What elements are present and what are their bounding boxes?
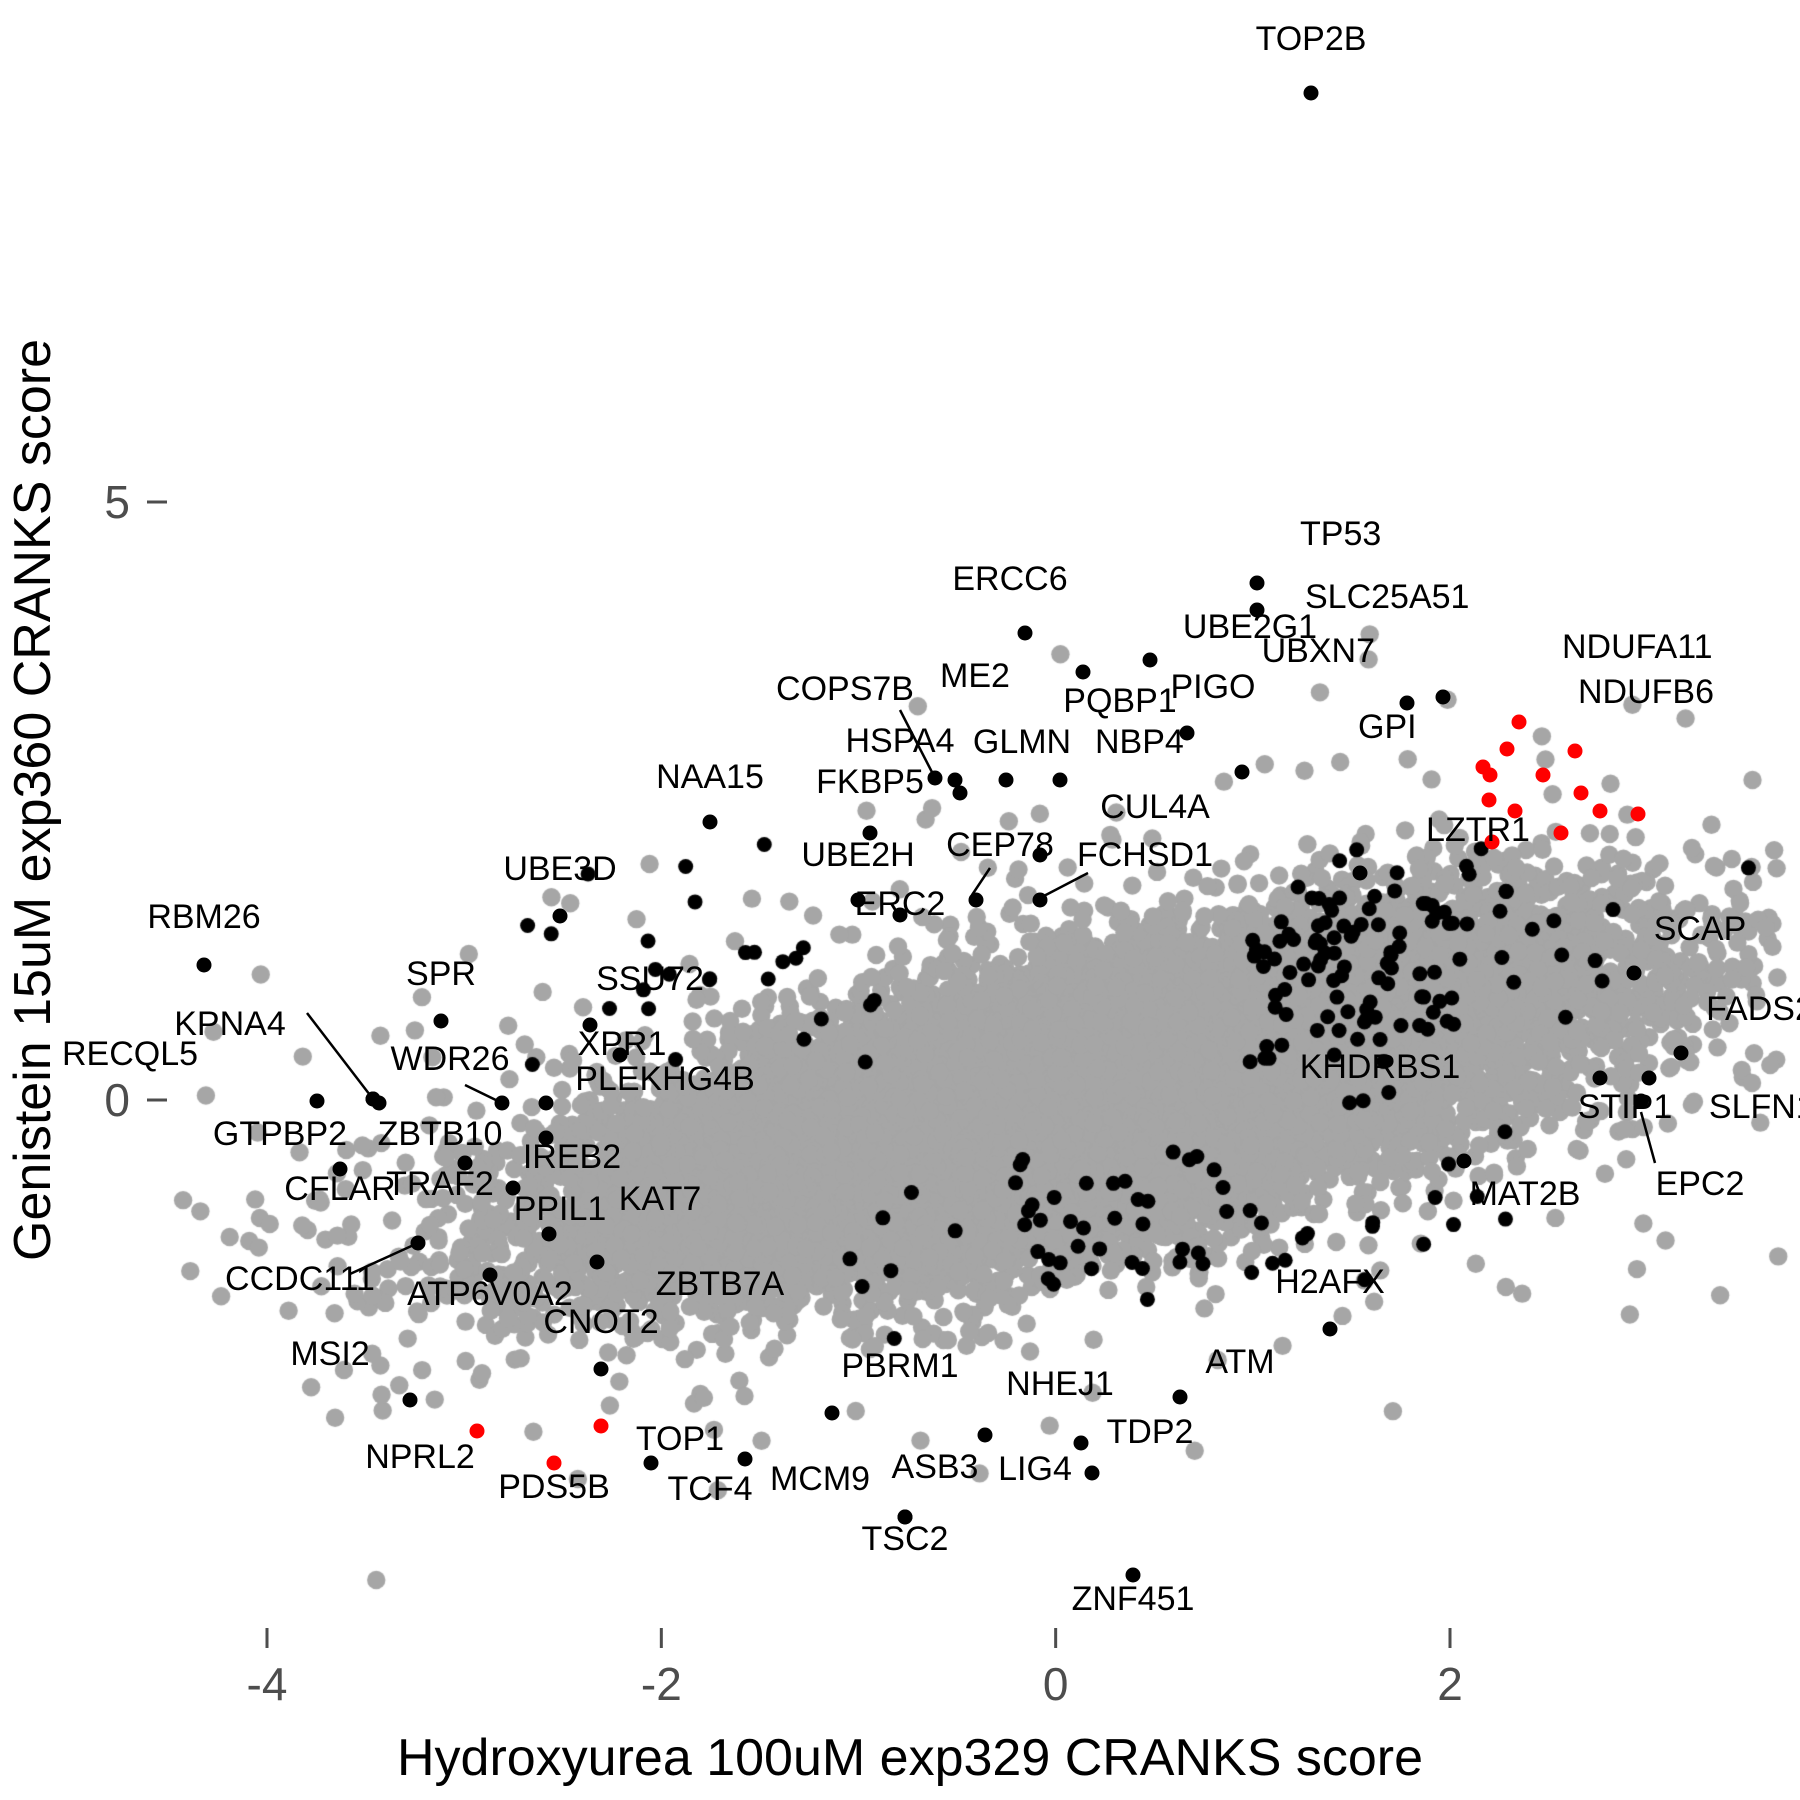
svg-text:MAT2B: MAT2B [1470, 1175, 1581, 1213]
svg-text:CUL4A: CUL4A [1100, 788, 1210, 826]
svg-text:NDUFA11: NDUFA11 [1562, 628, 1713, 666]
svg-text:-2: -2 [641, 1658, 682, 1710]
svg-text:SLC25A51: SLC25A51 [1305, 578, 1469, 616]
svg-text:ZBTB7A: ZBTB7A [656, 1265, 785, 1303]
svg-text:RBM26: RBM26 [147, 898, 260, 936]
svg-text:CEP78: CEP78 [946, 826, 1054, 864]
svg-text:NPRL2: NPRL2 [365, 1438, 475, 1476]
svg-text:ERC2: ERC2 [855, 885, 946, 923]
svg-text:SSU72: SSU72 [596, 960, 704, 998]
svg-text:KHDRBS1: KHDRBS1 [1300, 1048, 1461, 1086]
svg-text:PQBP1: PQBP1 [1063, 682, 1176, 720]
svg-text:ASB3: ASB3 [892, 1448, 979, 1486]
svg-text:IREB2: IREB2 [523, 1138, 621, 1176]
svg-text:TCF4: TCF4 [668, 1470, 753, 1508]
svg-text:LZTR1: LZTR1 [1426, 811, 1530, 849]
svg-text:-4: -4 [247, 1658, 288, 1710]
svg-text:STIP1: STIP1 [1578, 1088, 1672, 1126]
svg-text:SCAP: SCAP [1654, 910, 1747, 948]
svg-text:ATM: ATM [1205, 1343, 1274, 1381]
svg-text:SLFN11: SLFN11 [1709, 1088, 1800, 1126]
svg-text:H2AFX: H2AFX [1275, 1263, 1385, 1301]
svg-text:TOP1: TOP1 [636, 1420, 724, 1458]
svg-text:NHEJ1: NHEJ1 [1006, 1365, 1114, 1403]
svg-text:TSC2: TSC2 [862, 1520, 949, 1558]
svg-text:FADS2: FADS2 [1706, 990, 1800, 1028]
svg-text:PIGO: PIGO [1170, 668, 1255, 706]
svg-text:FKBP5: FKBP5 [816, 763, 924, 801]
svg-text:LIG4: LIG4 [998, 1450, 1072, 1488]
svg-text:UBE2H: UBE2H [801, 836, 914, 874]
svg-text:PDS5B: PDS5B [498, 1468, 610, 1506]
svg-text:ZNF451: ZNF451 [1072, 1580, 1195, 1618]
svg-text:5: 5 [104, 476, 130, 528]
svg-text:UBE2G1: UBE2G1 [1183, 608, 1317, 646]
svg-text:TRAF2: TRAF2 [386, 1165, 494, 1203]
svg-text:FCHSD1: FCHSD1 [1077, 836, 1213, 874]
svg-text:CCDC111: CCDC111 [225, 1260, 375, 1298]
svg-text:NDUFB6: NDUFB6 [1578, 673, 1714, 711]
svg-text:ZBTB10: ZBTB10 [378, 1115, 503, 1153]
svg-text:GTPBP2: GTPBP2 [213, 1115, 347, 1153]
svg-text:COPS7B: COPS7B [776, 670, 914, 708]
svg-text:PBRM1: PBRM1 [841, 1347, 958, 1385]
svg-text:MCM9: MCM9 [770, 1460, 870, 1498]
svg-text:ERCC6: ERCC6 [952, 560, 1067, 598]
svg-text:2: 2 [1437, 1658, 1463, 1710]
svg-text:TP53: TP53 [1300, 515, 1381, 553]
svg-text:Genistein 15uM exp360 CRANKS s: Genistein 15uM exp360 CRANKS score [4, 339, 62, 1261]
svg-text:GLMN: GLMN [973, 723, 1071, 761]
svg-text:SPR: SPR [406, 955, 476, 993]
svg-text:GPI: GPI [1358, 708, 1417, 746]
svg-text:NAA15: NAA15 [656, 758, 764, 796]
svg-text:0: 0 [104, 1074, 130, 1126]
svg-text:ME2: ME2 [940, 657, 1010, 695]
svg-text:PLEKHG4B: PLEKHG4B [575, 1060, 755, 1098]
svg-text:TDP2: TDP2 [1107, 1413, 1194, 1451]
svg-text:0: 0 [1043, 1658, 1069, 1710]
svg-text:WDR26: WDR26 [390, 1040, 509, 1078]
svg-text:RECQL5: RECQL5 [62, 1035, 198, 1073]
svg-text:UBE3D: UBE3D [503, 850, 616, 888]
svg-text:Hydroxyurea 100uM exp329 CRANK: Hydroxyurea 100uM exp329 CRANKS score [397, 1729, 1423, 1787]
svg-text:EPC2: EPC2 [1656, 1165, 1745, 1203]
svg-text:KAT7: KAT7 [619, 1180, 702, 1218]
svg-text:TOP2B: TOP2B [1256, 20, 1367, 58]
svg-text:CFLAR: CFLAR [284, 1170, 395, 1208]
svg-text:PPIL1: PPIL1 [514, 1190, 607, 1228]
svg-text:MSI2: MSI2 [290, 1335, 369, 1373]
svg-text:CNOT2: CNOT2 [543, 1303, 658, 1341]
svg-text:HSPA4: HSPA4 [846, 722, 955, 760]
svg-text:NBP4: NBP4 [1095, 723, 1184, 761]
